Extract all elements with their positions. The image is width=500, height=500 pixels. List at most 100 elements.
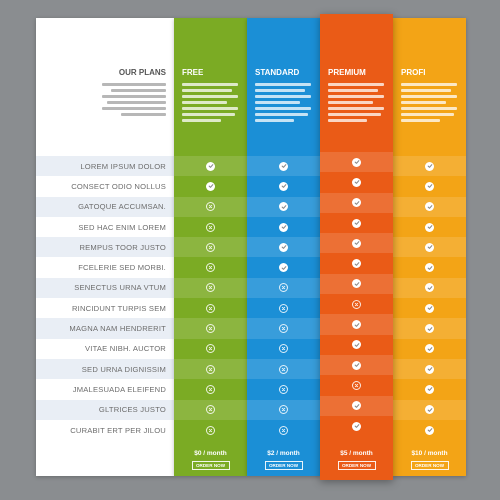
plan-name: PREMIUM: [328, 68, 366, 77]
check-icon: [352, 157, 361, 167]
plan-row: [320, 375, 393, 395]
check-icon: [279, 161, 288, 171]
feature-row: GLTRICES JUSTO: [36, 399, 174, 420]
check-icon: [425, 344, 434, 354]
plan-row: [320, 314, 393, 335]
plan-column-free: FREE $0 / month ORDER NOW: [174, 18, 247, 476]
plan-feature-marks: [174, 156, 247, 440]
plan-row: [393, 277, 466, 299]
plan-row: [247, 257, 320, 277]
feature-list: LOREM IPSUM DOLOR CONSECT ODIO NOLLUS GATO…: [36, 156, 174, 440]
feature-row: FCELERIE SED MORBI.: [36, 257, 174, 277]
cross-circle-icon: [279, 283, 288, 293]
check-icon: [352, 177, 361, 187]
plan-row: [320, 416, 393, 436]
check-icon: [352, 360, 361, 370]
check-icon: [425, 303, 434, 313]
check-icon: [425, 425, 434, 435]
plan-feature-marks: [247, 156, 320, 440]
cross-circle-icon: [279, 303, 288, 313]
plan-row: [393, 379, 466, 399]
plan-row: [320, 395, 393, 416]
order-now-button[interactable]: ORDER NOW: [337, 461, 376, 470]
feature-label: MAGNA NAM HENDRERIT: [69, 324, 166, 334]
cross-circle-icon: [206, 405, 215, 415]
plan-description-placeholder: [401, 80, 457, 122]
plan-row: [247, 217, 320, 237]
plan-row: [174, 318, 247, 339]
pricing-table: OUR PLANS LOREM IPSUM DOLOR CONSECT ODIO …: [36, 14, 466, 480]
plan-row: [174, 298, 247, 318]
feature-label: CURABIT ERT PER JILOU: [70, 425, 166, 435]
plan-price: $0 / month: [194, 450, 227, 457]
check-icon: [352, 198, 361, 208]
cross-circle-icon: [206, 384, 215, 394]
plan-row: [320, 253, 393, 273]
check-icon: [352, 340, 361, 350]
plan-row: [393, 217, 466, 237]
feature-label: REMPUS TOOR JUSTO: [79, 242, 166, 252]
plan-row: [247, 156, 320, 177]
check-icon: [352, 421, 361, 431]
plan-price: $2 / month: [267, 450, 300, 457]
plan-row: [320, 172, 393, 192]
feature-row: CONSECT ODIO NOLLUS: [36, 176, 174, 196]
check-icon: [279, 181, 288, 191]
check-icon: [279, 263, 288, 273]
plan-description-placeholder: [328, 80, 384, 122]
feature-label: VITAE NIBH. AUCTOR: [85, 344, 166, 354]
feature-row: RINCIDUNT TURPIS SEM: [36, 298, 174, 318]
plan-row: [320, 192, 393, 213]
order-now-button[interactable]: ORDER NOW: [410, 461, 449, 470]
cross-circle-icon: [206, 344, 215, 354]
plan-row: [247, 237, 320, 258]
check-icon: [425, 263, 434, 273]
plan-row: [174, 358, 247, 380]
feature-row: SENECTUS URNA VTUM: [36, 277, 174, 299]
plan-row: [247, 339, 320, 359]
cross-circle-icon: [206, 324, 215, 334]
order-now-button[interactable]: ORDER NOW: [264, 461, 303, 470]
plan-row: [247, 298, 320, 318]
check-icon: [352, 259, 361, 269]
plan-row: [247, 358, 320, 380]
check-icon: [425, 324, 434, 334]
feature-label: GLTRICES JUSTO: [98, 405, 166, 415]
feature-row: SED HAC ENIM LOREM: [36, 217, 174, 237]
plan-row: [174, 196, 247, 217]
cross-circle-icon: [206, 283, 215, 293]
plan-row: [174, 257, 247, 277]
plan-row: [247, 379, 320, 399]
check-icon: [425, 283, 434, 293]
plan-row: [320, 335, 393, 355]
feature-row: VITAE NIBH. AUCTOR: [36, 339, 174, 359]
plan-row: [393, 156, 466, 177]
plan-row: [393, 358, 466, 380]
feature-row: LOREM IPSUM DOLOR: [36, 156, 174, 177]
check-icon: [279, 242, 288, 252]
feature-label: SENECTUS URNA VTUM: [74, 283, 166, 293]
feature-row: SED URNA DIGNISSIM: [36, 358, 174, 380]
plan-row: [174, 420, 247, 440]
plan-row: [174, 399, 247, 420]
cross-circle-icon: [206, 425, 215, 435]
check-icon: [425, 202, 434, 212]
feature-row: MAGNA NAM HENDRERIT: [36, 318, 174, 339]
check-icon: [352, 218, 361, 228]
plan-feature-marks: [320, 152, 393, 436]
plan-row: [393, 420, 466, 440]
feature-label: RINCIDUNT TURPIS SEM: [71, 303, 166, 313]
check-icon: [425, 364, 434, 374]
check-icon: [352, 320, 361, 330]
feature-label: JMALESUADA ELEIFEND: [72, 384, 166, 394]
check-icon: [352, 401, 361, 411]
plan-row: [320, 233, 393, 254]
cross-circle-icon: [279, 344, 288, 354]
plan-row: [393, 298, 466, 318]
cross-circle-icon: [206, 263, 215, 273]
plan-row: [320, 354, 393, 376]
order-now-button[interactable]: ORDER NOW: [191, 461, 230, 470]
plan-description-placeholder: [182, 80, 238, 122]
plan-row: [320, 294, 393, 314]
plan-row: [393, 399, 466, 420]
